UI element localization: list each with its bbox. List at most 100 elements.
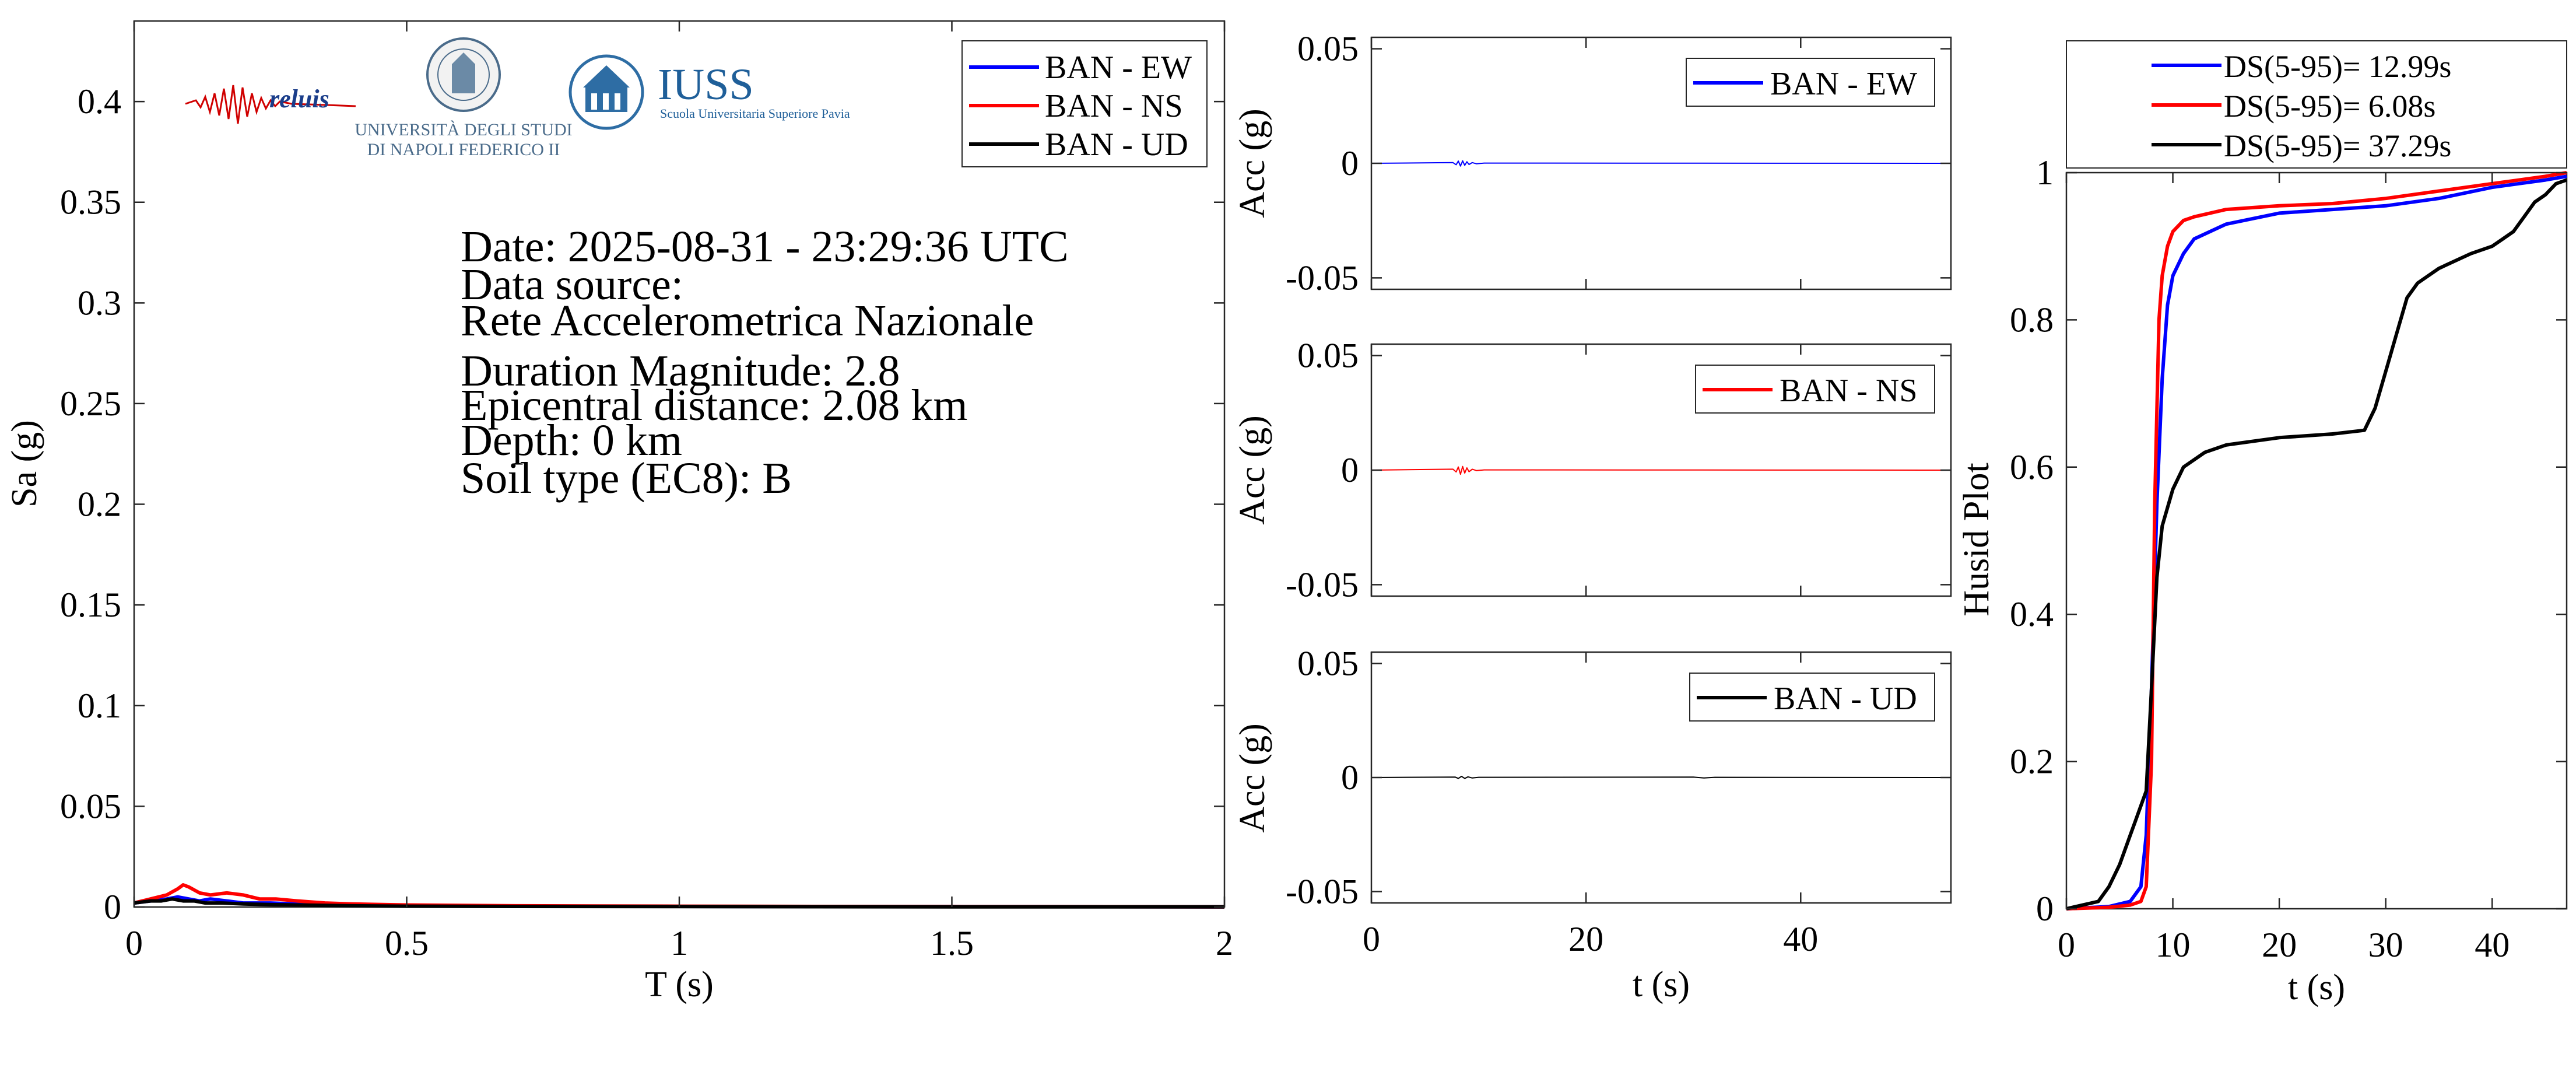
legend-label-ns: BAN - NS [1045, 88, 1182, 124]
event-depth: Depth: 0 km [461, 416, 682, 465]
spectra-series [134, 883, 1225, 909]
iuss-building-icon [568, 54, 644, 130]
spectra-y-label: Sa (g) [5, 420, 44, 507]
husid-y-tick-label: 0.4 [2010, 595, 2054, 633]
acc_ud-y-tick-label: -0.05 [1286, 872, 1359, 911]
spectra-y-tick-label: 0.4 [78, 82, 121, 121]
acc_ud-y-tick-label: 0 [1341, 758, 1359, 797]
spectra-y-tick-label: 0.05 [60, 787, 121, 825]
acc_ud-x-tick-label: 40 [1783, 920, 1818, 958]
acc_ns-series-line-0 [1371, 465, 1952, 475]
spectra-y-tick-label: 0.3 [78, 283, 121, 322]
acc_ns-y-tick-label: -0.05 [1286, 565, 1359, 604]
acc_ew-y-tick-label: 0.05 [1297, 30, 1359, 68]
acc_ns-y-tick-label: 0.05 [1297, 337, 1359, 375]
acc-ns-panel: -0.05 0 0.05 Acc (g) BAN - NS [1233, 337, 1952, 604]
husid-legend-label-ud: DS(5-95)= 37.29s [2224, 128, 2451, 163]
husid-y-tick-label: 0.6 [2010, 448, 2054, 486]
reluis-waveform-icon [185, 85, 356, 124]
acc-ew-y-label: Acc (g) [1233, 108, 1272, 218]
spectra-series-line-2 [134, 897, 1224, 909]
spectra-y-tick-label: 0.2 [78, 485, 121, 524]
spectra-x-tick-label: 1.5 [930, 924, 974, 962]
acc-ns-legend: BAN - NS [1695, 365, 1935, 414]
husid-x-tick-label: 20 [2262, 926, 2297, 964]
acc-ew-panel: -0.05 0 0.05 Acc (g) BAN - EW [1233, 30, 1952, 297]
husid-y-tick-label: 0.8 [2010, 300, 2054, 339]
husid-series-line-1 [2066, 171, 2567, 911]
acc_ud-series-line-0 [1371, 776, 1952, 779]
husid-axes-frame [2065, 171, 2568, 910]
event-distance: Epicentral distance: 2.08 km [461, 381, 968, 430]
event-info: Date: 2025-08-31 - 23:29:36 UTC Data sou… [461, 222, 1069, 503]
husid-panel: 0 10 20 30 40 0 0.2 0.4 0.6 0.8 1 t (s) Husid Plot… [1957, 40, 2568, 1007]
acc-ns-series [1371, 465, 1952, 475]
husid-ticks: 0 10 20 30 40 0 0.2 0.4 0.6 0.8 1 [2010, 153, 2567, 964]
husid-y-tick-label: 1 [2036, 153, 2054, 192]
acc_ew-y-tick-label: -0.05 [1286, 258, 1359, 297]
husid-x-label: t (s) [2288, 968, 2345, 1007]
spectra-y-tick-label: 0.1 [78, 687, 121, 725]
event-magnitude: Duration Magnitude: 2.8 [461, 346, 900, 395]
legend-label-ew: BAN - EW [1045, 50, 1192, 86]
acc-ew-legend-label: BAN - EW [1770, 66, 1917, 102]
event-date: Date: 2025-08-31 - 23:29:36 UTC [461, 222, 1069, 271]
husid-x-tick-label: 10 [2156, 926, 2191, 964]
reluis-logo-text: reluis [269, 85, 329, 113]
university-seal-icon [426, 37, 501, 112]
husid-x-tick-label: 0 [2058, 926, 2075, 964]
acc-ns-legend-label: BAN - NS [1780, 373, 1917, 409]
spectra-x-tick-label: 0 [125, 924, 143, 962]
spectra-legend: BAN - EW BAN - NS BAN - UD [961, 40, 1208, 167]
reluis-logo: reluis [185, 85, 356, 124]
spectra-ticks: 0 0.5 1 1.5 2 0 0.05 0.1 0.15 0.2 0.25 0.3 0.35 0.4 [60, 21, 1233, 962]
acc_ud-x-tick-label: 20 [1568, 920, 1603, 958]
husid-legend-box [2066, 40, 2567, 169]
event-soil-type: Soil type (EC8): B [461, 454, 792, 503]
husid-y-label: Husid Plot [1957, 463, 1996, 617]
acc_ud-x-tick-label: 0 [1363, 920, 1380, 958]
spectra-y-tick-label: 0.35 [60, 183, 121, 222]
husid-legend-label-ns: DS(5-95)= 6.08s [2224, 89, 2435, 124]
acc-ew-series [1371, 160, 1952, 167]
acc-ud-x-label: t (s) [1633, 965, 1690, 1004]
unina-logo-line1: UNIVERSITÀ DEGLI STUDI [355, 120, 572, 139]
spectra-y-tick-label: 0.15 [60, 586, 121, 624]
legend-label-ud: BAN - UD [1045, 127, 1188, 163]
spectra-axes-frame [133, 20, 1226, 908]
acc-ud-legend-label: BAN - UD [1774, 681, 1917, 717]
acc-ns-y-label: Acc (g) [1233, 415, 1272, 525]
husid-series [2066, 171, 2567, 911]
data-source-name: Rete Accelerometrica Nazionale [461, 296, 1034, 345]
husid-series-line-2 [2066, 178, 2567, 911]
husid-y-tick-label: 0.2 [2010, 743, 2054, 781]
spectra-x-tick-label: 2 [1216, 924, 1233, 962]
spectra-x-tick-label: 0.5 [385, 924, 429, 962]
husid-y-tick-label: 0 [2036, 890, 2054, 928]
acc-ud-legend: BAN - UD [1689, 673, 1935, 722]
spectra-y-tick-label: 0.25 [60, 384, 121, 423]
unina-logo: UNIVERSITÀ DEGLI STUDI DI NAPOLI FEDERIC… [355, 37, 573, 159]
acc-ud-y-label: Acc (g) [1233, 723, 1272, 833]
acc-ud-series [1371, 776, 1952, 779]
data-source-label: Data source: [461, 260, 683, 309]
spectra-panel: 0 0.5 1 1.5 2 0 0.05 0.1 0.15 0.2 0.25 0.3 0.35 0.4 T… [5, 20, 1233, 1004]
unina-logo-line2: DI NAPOLI FEDERICO II [367, 140, 560, 159]
husid-x-tick-label: 40 [2475, 926, 2510, 964]
acc-ns-ticks: -0.05 0 0.05 [1286, 337, 1951, 604]
spectra-x-label: T (s) [645, 965, 714, 1004]
husid-legend: DS(5-95)= 12.99s DS(5-95)= 6.08s DS(5-95… [2066, 40, 2567, 169]
spectra-x-tick-label: 1 [671, 924, 688, 962]
acc_ew-series-line-0 [1371, 160, 1952, 167]
acc_ew-y-tick-label: 0 [1341, 144, 1359, 183]
acc-ew-legend: BAN - EW [1686, 58, 1935, 107]
iuss-logo-subtitle: Scuola Universitaria Superiore Pavia [660, 106, 850, 121]
husid-x-tick-label: 30 [2368, 926, 2403, 964]
acc-ew-ticks: -0.05 0 0.05 [1286, 30, 1951, 297]
spectra-y-tick-label: 0 [104, 888, 121, 926]
husid-series-line-0 [2066, 174, 2567, 911]
iuss-logo-title: IUSS [658, 60, 754, 109]
